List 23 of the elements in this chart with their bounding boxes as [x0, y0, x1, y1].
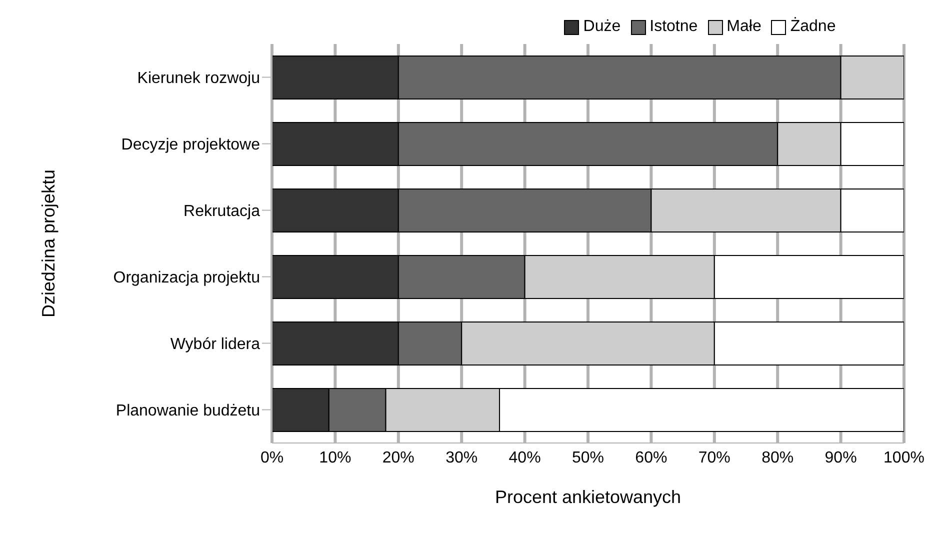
y-tick-label: Organizacja projektu	[113, 269, 260, 286]
y-tick-label: Kierunek rozwoju	[137, 70, 260, 87]
legend-label: Żadne	[790, 18, 836, 36]
x-tick-label: 40%	[508, 449, 541, 466]
x-tick-label: 80%	[762, 449, 794, 466]
y-tick-label: Planowanie budżetu	[116, 402, 260, 420]
x-tick-label: 30%	[446, 449, 478, 466]
y-tick-label: Decyzje projektowe	[121, 136, 260, 154]
y-tick-label: Wybór lidera	[170, 336, 260, 353]
x-tick-label: 0%	[260, 449, 284, 466]
x-tick-label: 10%	[319, 449, 352, 466]
legend-label: Duże	[583, 18, 621, 36]
x-tick-label: 70%	[698, 449, 730, 466]
y-tick-label: Rekrutacja	[184, 202, 260, 220]
x-tick-label: 20%	[382, 449, 414, 466]
x-tick-label: 90%	[824, 449, 857, 466]
legend-label: Istotne	[650, 18, 698, 36]
x-tick-label: 60%	[635, 449, 668, 466]
x-axis-title: Procent ankietowanych	[494, 487, 682, 507]
legend-label: Małe	[726, 18, 762, 36]
x-tick-label: 100%	[884, 449, 924, 466]
x-tick-label: 50%	[572, 449, 604, 466]
y-axis-title: Dziedzina projektu	[38, 169, 58, 318]
